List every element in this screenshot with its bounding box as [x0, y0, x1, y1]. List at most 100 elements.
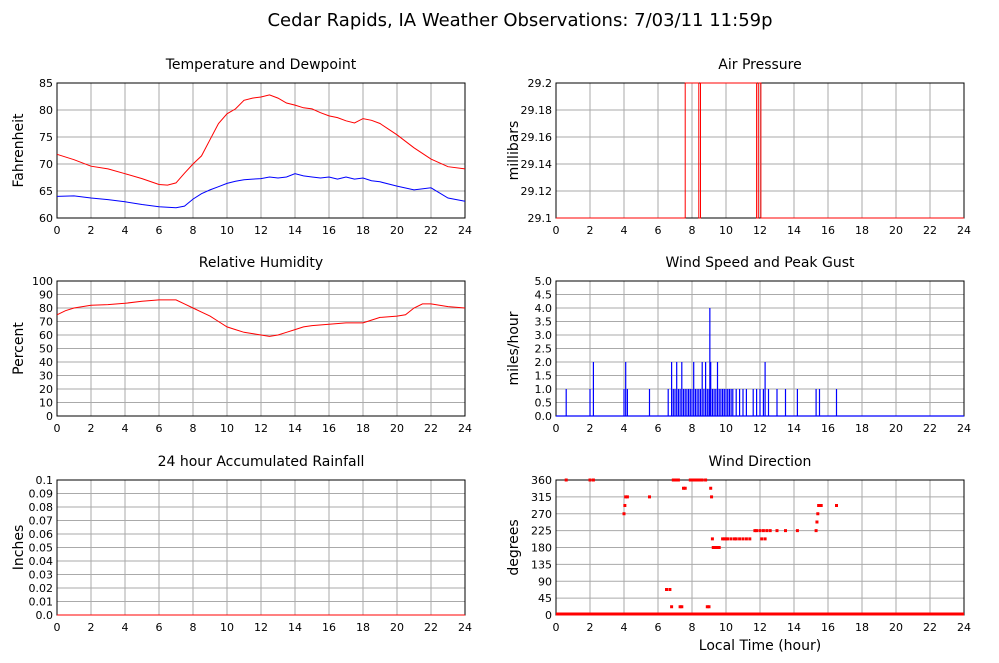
- x-tick-label: 10: [719, 422, 733, 435]
- direction-point: [760, 537, 764, 541]
- y-tick-label: 0.0: [535, 410, 553, 423]
- direction-point: [699, 478, 702, 482]
- page-title: Cedar Rapids, IA Weather Observations: 7…: [267, 10, 772, 31]
- chart-direction: Wind Direction degrees Local Time (hour) 0 2…: [506, 454, 971, 654]
- x-tick-label: 16: [322, 224, 336, 237]
- direction-point: [819, 504, 823, 507]
- y-tick-label: 45: [538, 592, 552, 605]
- y-axis-label: degrees: [506, 519, 522, 575]
- direction-point: [624, 495, 628, 499]
- direction-point: [588, 478, 592, 482]
- x-tick-label: 22: [424, 621, 438, 634]
- direction-point: [705, 605, 709, 609]
- chart-title: Air Pressure: [718, 57, 801, 73]
- direction-point: [753, 529, 757, 533]
- y-tick-label: 90: [39, 289, 53, 302]
- y-tick-label: 29.14: [521, 158, 553, 171]
- y-tick-label: 0.0: [36, 609, 54, 622]
- x-tick-label: 22: [923, 621, 937, 634]
- y-tick-label: 70: [39, 316, 53, 329]
- chart-title: Wind Direction: [709, 454, 812, 470]
- direction-point: [835, 504, 838, 507]
- x-tick-label: 20: [889, 224, 903, 237]
- x-tick-label: 6: [156, 422, 163, 435]
- series-line-1: [56, 173, 466, 209]
- y-tick-label: 10: [39, 397, 53, 410]
- x-tick-label: 6: [156, 621, 163, 634]
- x-tick-label: 14: [787, 621, 801, 634]
- y-tick-label: 70: [39, 158, 53, 171]
- x-tick-label: 24: [957, 224, 971, 237]
- direction-point: [775, 529, 779, 533]
- direction-point: [709, 486, 713, 490]
- x-tick-label: 20: [390, 224, 404, 237]
- x-tick-label: 18: [356, 621, 370, 634]
- x-tick-label: 14: [288, 224, 302, 237]
- x-tick-label: 10: [719, 621, 733, 634]
- x-tick-label: 2: [587, 224, 594, 237]
- x-tick-label: 20: [390, 621, 404, 634]
- direction-point: [693, 478, 697, 482]
- x-axis-label: Local Time (hour): [699, 638, 821, 654]
- x-tick-label: 24: [957, 621, 971, 634]
- x-tick-label: 2: [88, 621, 95, 634]
- chart-title: Wind Speed and Peak Gust: [666, 255, 855, 271]
- direction-point: [818, 504, 821, 507]
- y-tick-label: 0.07: [29, 515, 54, 528]
- x-tick-label: 24: [458, 621, 472, 634]
- x-tick-label: 8: [689, 621, 696, 634]
- x-tick-label: 16: [821, 621, 835, 634]
- x-tick-label: 22: [923, 224, 937, 237]
- y-tick-label: 100: [32, 275, 53, 288]
- y-tick-label: 0: [46, 410, 53, 423]
- y-tick-label: 0.05: [29, 542, 54, 555]
- y-axis-label: Fahrenheit: [11, 113, 27, 188]
- direction-point: [713, 546, 717, 549]
- plot-frame: [56, 82, 466, 219]
- y-tick-label: 360: [531, 474, 552, 487]
- y-tick-label: 85: [39, 77, 53, 90]
- direction-point: [758, 529, 762, 533]
- direction-point: [692, 478, 696, 482]
- y-tick-label: 180: [531, 542, 552, 555]
- x-tick-label: 20: [390, 422, 404, 435]
- y-axis-label: millibars: [506, 121, 522, 181]
- x-tick-label: 6: [655, 224, 662, 237]
- x-tick-label: 12: [254, 224, 268, 237]
- direction-point: [710, 495, 714, 499]
- y-tick-label: 29.2: [528, 77, 553, 90]
- x-tick-label: 2: [88, 422, 95, 435]
- y-axis-label: miles/hour: [506, 311, 522, 385]
- direction-point: [722, 537, 726, 541]
- y-tick-label: 29.18: [521, 104, 553, 117]
- series-line-0: [56, 299, 466, 337]
- y-axis-label: Inches: [11, 525, 27, 570]
- direction-point: [814, 529, 818, 533]
- direction-point: [755, 529, 759, 533]
- x-tick-label: 6: [655, 621, 662, 634]
- plot-frame: [56, 280, 466, 417]
- direction-point: [673, 478, 677, 482]
- x-tick-label: 0: [553, 422, 560, 435]
- x-tick-label: 20: [889, 621, 903, 634]
- y-tick-label: 1.5: [535, 370, 553, 383]
- direction-point: [665, 588, 668, 591]
- x-tick-label: 20: [889, 422, 903, 435]
- x-tick-label: 18: [855, 621, 869, 634]
- y-tick-label: 0.03: [29, 569, 54, 582]
- y-tick-label: 4.0: [535, 302, 553, 315]
- y-tick-label: 0.06: [29, 528, 54, 541]
- y-tick-label: 65: [39, 185, 53, 198]
- direction-point: [734, 537, 738, 541]
- chart-title: Relative Humidity: [199, 255, 323, 271]
- y-tick-label: 225: [531, 525, 552, 538]
- chart-title: Temperature and Dewpoint: [165, 57, 357, 73]
- x-tick-label: 24: [458, 224, 472, 237]
- x-tick-label: 10: [220, 224, 234, 237]
- direction-point: [733, 537, 736, 541]
- x-tick-label: 8: [689, 422, 696, 435]
- x-tick-label: 6: [655, 422, 662, 435]
